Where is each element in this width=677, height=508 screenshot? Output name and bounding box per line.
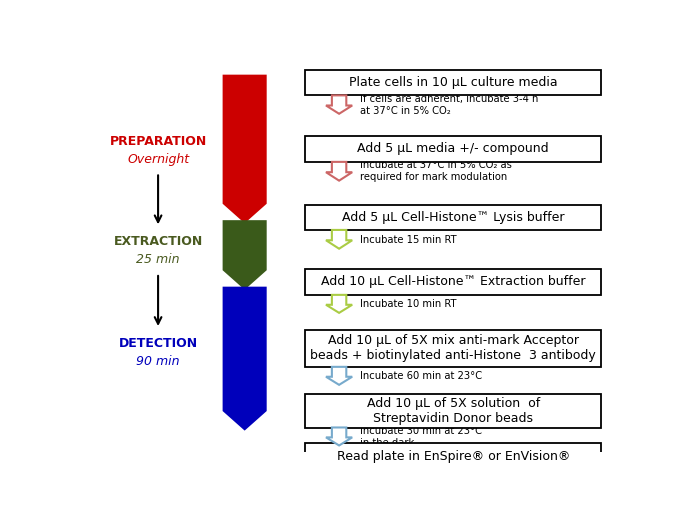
Text: Incubate 15 min RT: Incubate 15 min RT — [360, 235, 457, 245]
Text: If cells are adherent, incubate 3-4 h
at 37°C in 5% CO₂: If cells are adherent, incubate 3-4 h at… — [360, 94, 538, 115]
Text: 25 min: 25 min — [136, 253, 180, 266]
Text: PREPARATION: PREPARATION — [110, 135, 206, 148]
FancyBboxPatch shape — [305, 330, 601, 367]
Text: Overnight: Overnight — [127, 153, 189, 166]
Text: Add 5 μL Cell-Histone™ Lysis buffer: Add 5 μL Cell-Histone™ Lysis buffer — [342, 211, 565, 224]
Polygon shape — [326, 96, 352, 114]
Text: EXTRACTION: EXTRACTION — [114, 235, 202, 248]
FancyBboxPatch shape — [305, 443, 601, 469]
Text: Add 10 μL of 5X mix anti-mark Acceptor
beads + biotinylated anti-Histone  3 anti: Add 10 μL of 5X mix anti-mark Acceptor b… — [310, 334, 596, 363]
Text: DETECTION: DETECTION — [118, 337, 198, 350]
Polygon shape — [223, 287, 267, 431]
Text: Incubate at 37°C in 5% CO₂ as
required for mark modulation: Incubate at 37°C in 5% CO₂ as required f… — [360, 161, 512, 182]
Polygon shape — [326, 367, 352, 385]
Text: Incubate 10 min RT: Incubate 10 min RT — [360, 299, 456, 309]
Text: Read plate in EnSpire® or EnVision®: Read plate in EnSpire® or EnVision® — [336, 450, 570, 462]
Text: Incubate 30 min at 23°C
in the dark: Incubate 30 min at 23°C in the dark — [360, 426, 482, 448]
Polygon shape — [326, 230, 352, 249]
FancyBboxPatch shape — [305, 136, 601, 162]
Text: Add 10 μL Cell-Histone™ Extraction buffer: Add 10 μL Cell-Histone™ Extraction buffe… — [321, 275, 586, 289]
Polygon shape — [223, 75, 267, 224]
FancyBboxPatch shape — [305, 70, 601, 95]
Text: Add 5 μL media +/- compound: Add 5 μL media +/- compound — [357, 142, 549, 155]
Polygon shape — [223, 220, 267, 290]
Text: 90 min: 90 min — [136, 355, 180, 368]
Text: Incubate 60 min at 23°C: Incubate 60 min at 23°C — [360, 371, 482, 381]
FancyBboxPatch shape — [305, 205, 601, 230]
FancyBboxPatch shape — [305, 394, 601, 428]
Text: Plate cells in 10 μL culture media: Plate cells in 10 μL culture media — [349, 76, 558, 89]
Polygon shape — [326, 427, 352, 446]
Text: Add 10 μL of 5X solution  of
Streptavidin Donor beads: Add 10 μL of 5X solution of Streptavidin… — [366, 397, 540, 425]
Polygon shape — [326, 295, 352, 313]
Polygon shape — [326, 162, 352, 181]
FancyBboxPatch shape — [305, 269, 601, 295]
